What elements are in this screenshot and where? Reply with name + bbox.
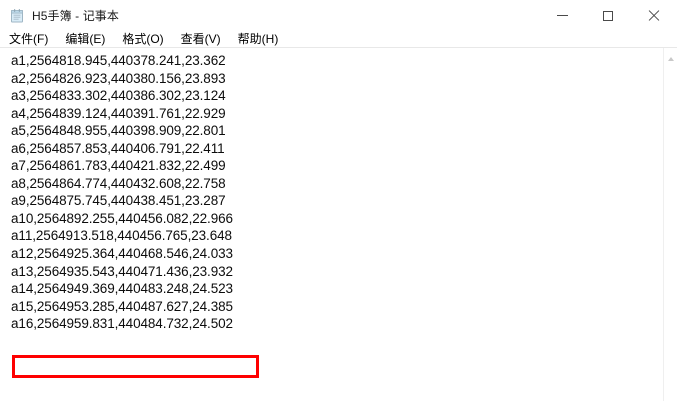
window-controls xyxy=(539,0,677,31)
title-bar-left: H5手簿 - 记事本 xyxy=(0,7,119,24)
text-line: a4,2564839.124,440391.761,22.929 xyxy=(11,105,226,121)
minimize-icon xyxy=(556,15,568,16)
menu-item-edit[interactable]: 编辑(E) xyxy=(65,32,106,46)
text-line: a13,2564935.543,440471.436,23.932 xyxy=(11,263,233,279)
close-icon xyxy=(648,10,660,22)
window-title: H5手簿 - 记事本 xyxy=(32,9,120,23)
close-button[interactable] xyxy=(631,0,677,31)
minimize-button[interactable] xyxy=(539,0,585,31)
scroll-up-arrow-icon[interactable] xyxy=(664,53,677,65)
text-line: a3,2564833.302,440386.302,23.124 xyxy=(11,88,226,104)
text-line: a10,2564892.255,440456.082,22.966 xyxy=(11,210,233,226)
text-line: a8,2564864.774,440432.608,22.758 xyxy=(11,175,226,191)
text-line: a1,2564818.945,440378.241,23.362 xyxy=(11,53,226,68)
text-line: a12,2564925.364,440468.546,24.033 xyxy=(11,246,233,262)
title-bar[interactable]: H5手簿 - 记事本 xyxy=(0,0,677,31)
menu-item-format[interactable]: 格式(O) xyxy=(122,32,164,46)
maximize-button[interactable] xyxy=(585,0,631,31)
text-line: a11,2564913.518,440456.765,23.648 xyxy=(11,228,232,244)
text-line: a7,2564861.783,440421.832,22.499 xyxy=(11,158,226,174)
text-line: a2,2564826.923,440380.156,23.893 xyxy=(11,70,226,86)
text-editor[interactable]: a1,2564818.945,440378.241,23.362 a2,2564… xyxy=(0,48,663,401)
text-line: a5,2564848.955,440398.909,22.801 xyxy=(11,123,226,139)
maximize-icon xyxy=(603,10,613,21)
text-line: a6,2564857.853,440406.791,22.411 xyxy=(11,140,225,156)
client-area: a1,2564818.945,440378.241,23.362 a2,2564… xyxy=(0,48,677,401)
menu-bar: 文件(F) 编辑(E) 格式(O) 查看(V) 帮助(H) xyxy=(0,31,677,47)
notepad-icon xyxy=(9,8,25,24)
menu-item-help[interactable]: 帮助(H) xyxy=(237,32,279,46)
menu-separator xyxy=(0,47,677,48)
menu-item-file[interactable]: 文件(F) xyxy=(9,32,49,46)
text-line: a15,2564953.285,440487.627,24.385 xyxy=(11,298,233,314)
text-line: a9,2564875.745,440438.451,23.287 xyxy=(11,193,226,209)
menu-item-view[interactable]: 查看(V) xyxy=(180,32,221,46)
text-line: a14,2564949.369,440483.248,24.523 xyxy=(11,281,233,297)
scroll-up-triangle xyxy=(667,57,674,61)
vertical-scrollbar[interactable] xyxy=(663,48,677,401)
text-line: a16,2564959.831,440484.732,24.502 xyxy=(11,316,233,332)
